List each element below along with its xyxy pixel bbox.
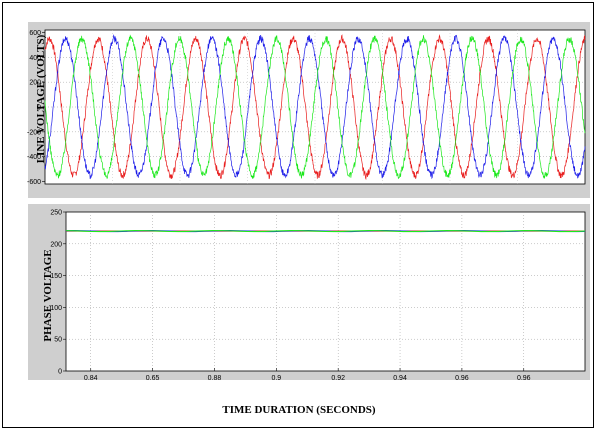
phase-voltage-panel: 250 200 150 100 50 0 0.84 0.65 0.88 0.9 0.92 0.94 0.… (28, 204, 590, 416)
y-tick-label: 600 (29, 30, 41, 37)
y-tick-label: 250 (50, 210, 62, 217)
figure-frame (2, 2, 594, 428)
y-axis-label: PHASE VOLTAGE (42, 249, 54, 341)
y-tick-label: 400 (29, 55, 41, 62)
x-tick-label: 0.9 (271, 375, 281, 382)
series-line (65, 230, 586, 233)
x-tick-label: 0.94 (393, 375, 407, 382)
y-tick-label: 100 (50, 305, 62, 312)
y-tick-label: 200 (29, 80, 41, 87)
series-line (44, 34, 586, 180)
x-tick-label: 0.84 (84, 375, 98, 382)
y-tick-label: -400 (27, 154, 41, 161)
y-tick-label: 150 (50, 273, 62, 280)
plot-area (65, 211, 586, 372)
y-tick-label: 0 (37, 105, 41, 112)
y-tick-label: 50 (54, 337, 62, 344)
x-tick-label: 0.88 (208, 375, 222, 382)
line-voltage-panel: 600 400 200 0 -200 -400 -600 LINE VOLTAGE (VOLT… (27, 22, 590, 198)
series-line (44, 34, 586, 181)
series-line (44, 34, 586, 179)
x-axis-label: TIME DURATION (SECONDS) (222, 404, 376, 416)
x-tick-label: 0.65 (146, 375, 160, 382)
y-tick-label: 200 (50, 241, 62, 248)
y-tick-label: -200 (27, 129, 41, 136)
x-tick-label: 0.96 (455, 375, 469, 382)
y-tick-label: -600 (27, 179, 41, 186)
x-tick-label: 0.96 (517, 375, 531, 382)
y-tick-label: 0 (58, 369, 62, 376)
y-axis-label: LINE VOLTAGE (VOLTS) (35, 34, 47, 163)
x-tick-label: 0.92 (331, 375, 345, 382)
